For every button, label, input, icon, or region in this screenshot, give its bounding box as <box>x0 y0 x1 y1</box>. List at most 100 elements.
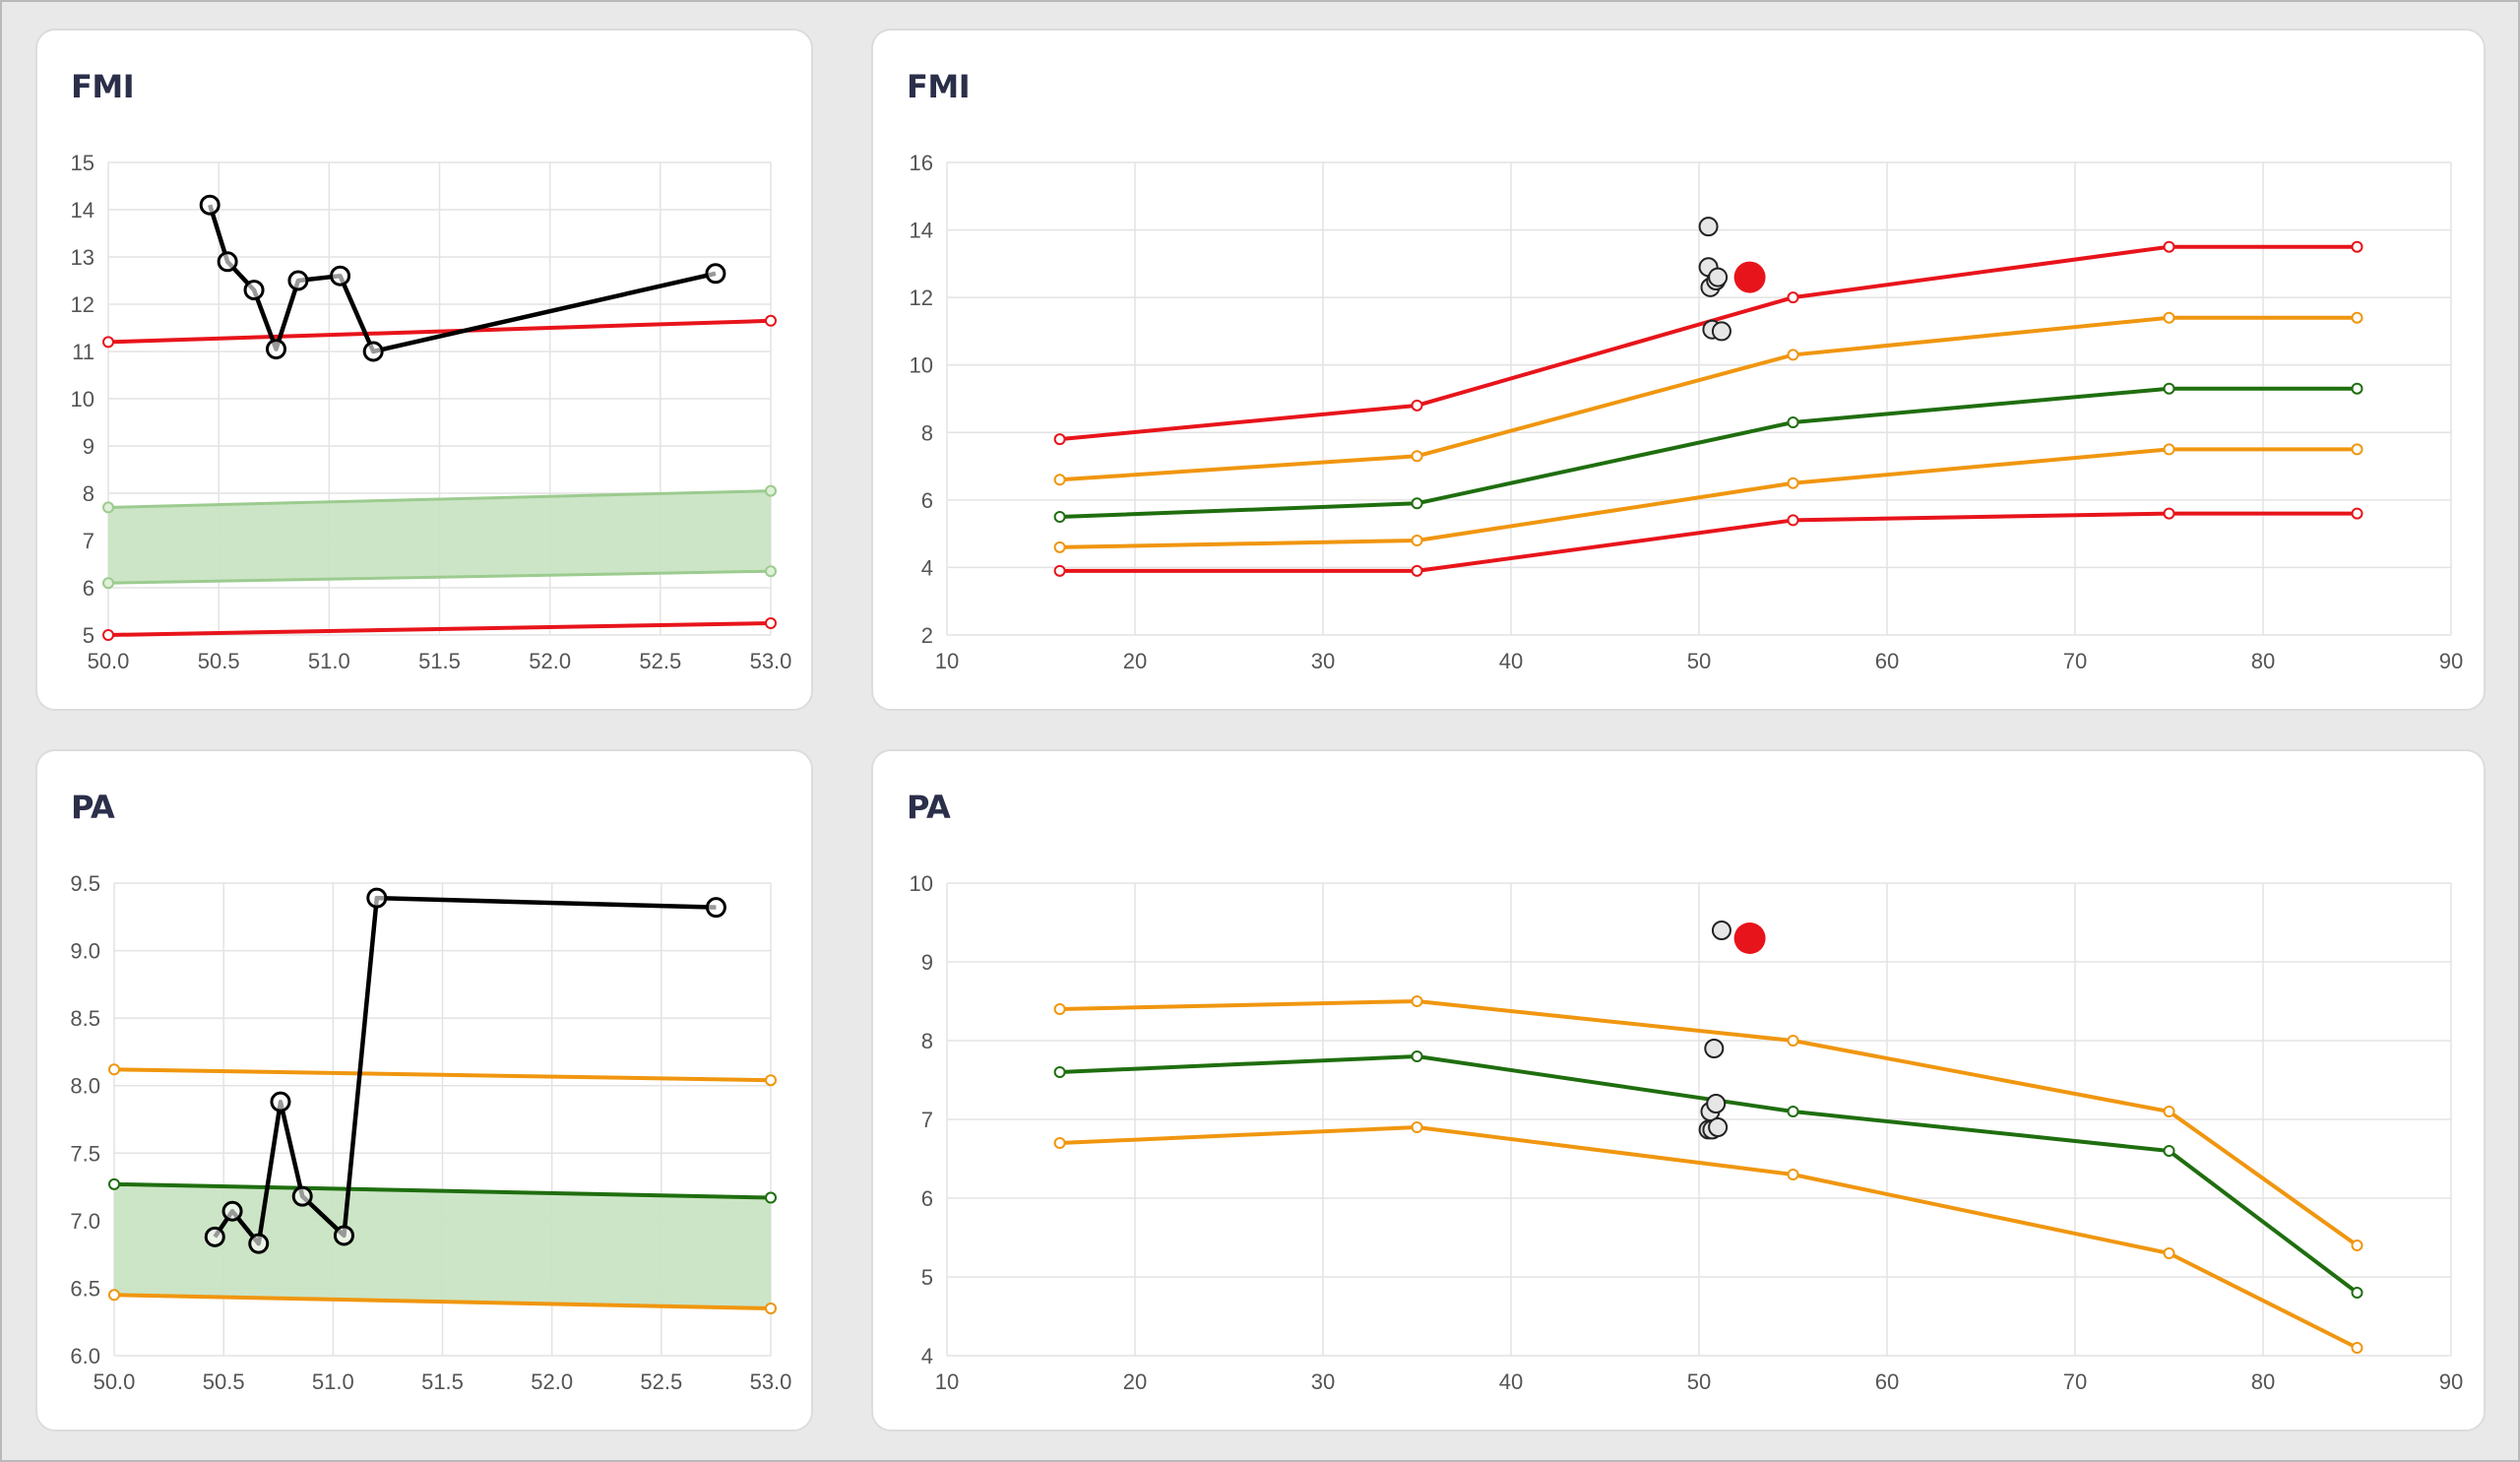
y-tick-label: 14 <box>910 219 933 243</box>
pa-history-card: PA 50.0 50.5 51.0 51.5 52.0 52.5 53.0 6.0 6.5 7.0… <box>35 749 813 1431</box>
reference-point <box>2351 1240 2363 1251</box>
reference-point <box>108 1289 120 1302</box>
history-point <box>366 887 388 909</box>
reference-point <box>765 1074 777 1087</box>
x-tick-label: 80 <box>2251 1369 2275 1394</box>
reference-point <box>1411 497 1423 510</box>
x-tick-label: 52.5 <box>639 649 681 673</box>
y-tick-label: 16 <box>910 151 933 175</box>
reference-point <box>1053 1137 1066 1149</box>
x-tick-label: 52.5 <box>640 1369 682 1394</box>
reference-point <box>1411 399 1423 412</box>
reference-line <box>107 621 772 637</box>
card-title: FMI <box>71 68 135 105</box>
y-tick-label: 7.5 <box>70 1141 100 1166</box>
y-tick-label: 8 <box>921 1029 933 1053</box>
history-point <box>287 270 309 291</box>
y-tick-label: 9.5 <box>70 871 100 896</box>
reference-point <box>1053 511 1066 523</box>
y-tick-label: 13 <box>71 245 94 270</box>
history-scatter-point <box>1708 267 1729 287</box>
y-tick-label: 5 <box>921 1265 933 1290</box>
y-tick-label: 7 <box>83 529 94 553</box>
reference-point <box>2163 382 2175 395</box>
y-tick-label: 10 <box>910 353 933 378</box>
x-tick-label: 51.5 <box>421 1369 464 1394</box>
x-tick-label: 70 <box>2063 649 2087 673</box>
current-value-point <box>1733 922 1766 954</box>
x-tick-label: 70 <box>2063 1369 2087 1394</box>
y-tick-label: 8 <box>921 420 933 445</box>
reference-point <box>108 1177 120 1190</box>
reference-band <box>108 490 771 584</box>
reference-point <box>1411 450 1423 463</box>
x-tick-label: 90 <box>2439 1369 2463 1394</box>
x-tick-label: 50 <box>1687 1369 1711 1394</box>
x-tick-label: 53.0 <box>750 1369 792 1394</box>
reference-point <box>2163 443 2175 456</box>
history-point <box>705 897 726 919</box>
history-point <box>248 1233 270 1254</box>
reference-point <box>1053 1066 1066 1078</box>
reference-point <box>765 314 777 327</box>
y-tick-label: 11 <box>72 340 94 364</box>
reference-point <box>1411 1050 1423 1062</box>
y-tick-label: 10 <box>910 871 933 896</box>
history-point <box>333 1225 354 1246</box>
x-tick-label: 60 <box>1875 649 1899 673</box>
history-scatter-point <box>1711 321 1732 342</box>
y-tick-label: 12 <box>910 286 933 310</box>
history-scatter-point <box>1708 1117 1729 1137</box>
y-tick-label: 2 <box>921 623 933 648</box>
reference-point <box>1787 1169 1799 1180</box>
reference-point <box>2351 507 2363 520</box>
x-tick-label: 10 <box>935 1369 959 1394</box>
reference-line <box>1059 1054 2359 1295</box>
y-tick-label: 9 <box>921 950 933 975</box>
reference-line <box>1059 1125 2359 1350</box>
reference-point <box>102 629 114 641</box>
x-tick-label: 53.0 <box>750 649 792 673</box>
x-tick-label: 50.0 <box>94 1369 136 1394</box>
history-point <box>270 1091 291 1112</box>
history-scatter-point <box>1698 217 1719 237</box>
reference-point <box>2351 1342 2363 1354</box>
band-edge-point <box>102 501 114 514</box>
x-tick-label: 30 <box>1311 1369 1335 1394</box>
current-value-point <box>1733 261 1766 293</box>
x-tick-label: 20 <box>1123 649 1147 673</box>
pa-reference-card: PA 10 20 30 40 50 60 70 80 90 4 5 6 7 8 9 10 <box>871 749 2486 1431</box>
x-tick-label: 52.0 <box>529 649 571 673</box>
y-tick-label: 7.0 <box>70 1209 100 1234</box>
reference-point <box>1411 995 1423 1007</box>
reference-point <box>1053 564 1066 577</box>
x-tick-label: 20 <box>1123 1369 1147 1394</box>
x-tick-label: 52.0 <box>531 1369 573 1394</box>
reference-point <box>765 1191 777 1204</box>
y-tick-label: 9 <box>83 434 94 459</box>
reference-point <box>1053 540 1066 553</box>
history-point <box>217 251 238 273</box>
x-tick-label: 50.5 <box>198 649 240 673</box>
history-point <box>265 339 286 360</box>
y-tick-label: 15 <box>71 151 94 175</box>
reference-point <box>1787 291 1799 304</box>
y-tick-label: 6 <box>83 576 94 601</box>
history-point <box>705 263 726 285</box>
reference-point <box>1411 535 1423 546</box>
y-tick-label: 7 <box>921 1108 933 1132</box>
card-title: FMI <box>907 68 971 105</box>
reference-point <box>108 1063 120 1076</box>
fmi-reference-chart: 10 20 30 40 50 60 70 80 90 2 4 6 8 10 12 14 16 <box>910 151 2464 673</box>
x-tick-label: 50.5 <box>203 1369 245 1394</box>
grid <box>946 161 2452 636</box>
reference-point <box>1787 1106 1799 1117</box>
reference-point <box>2163 1145 2175 1157</box>
card-title: PA <box>907 789 951 826</box>
y-tick-label: 6.0 <box>70 1344 100 1368</box>
band-edge-point <box>765 484 777 497</box>
y-tick-label: 8 <box>83 481 94 506</box>
x-tick-label: 40 <box>1499 649 1523 673</box>
y-tick-label: 9.0 <box>70 939 100 964</box>
